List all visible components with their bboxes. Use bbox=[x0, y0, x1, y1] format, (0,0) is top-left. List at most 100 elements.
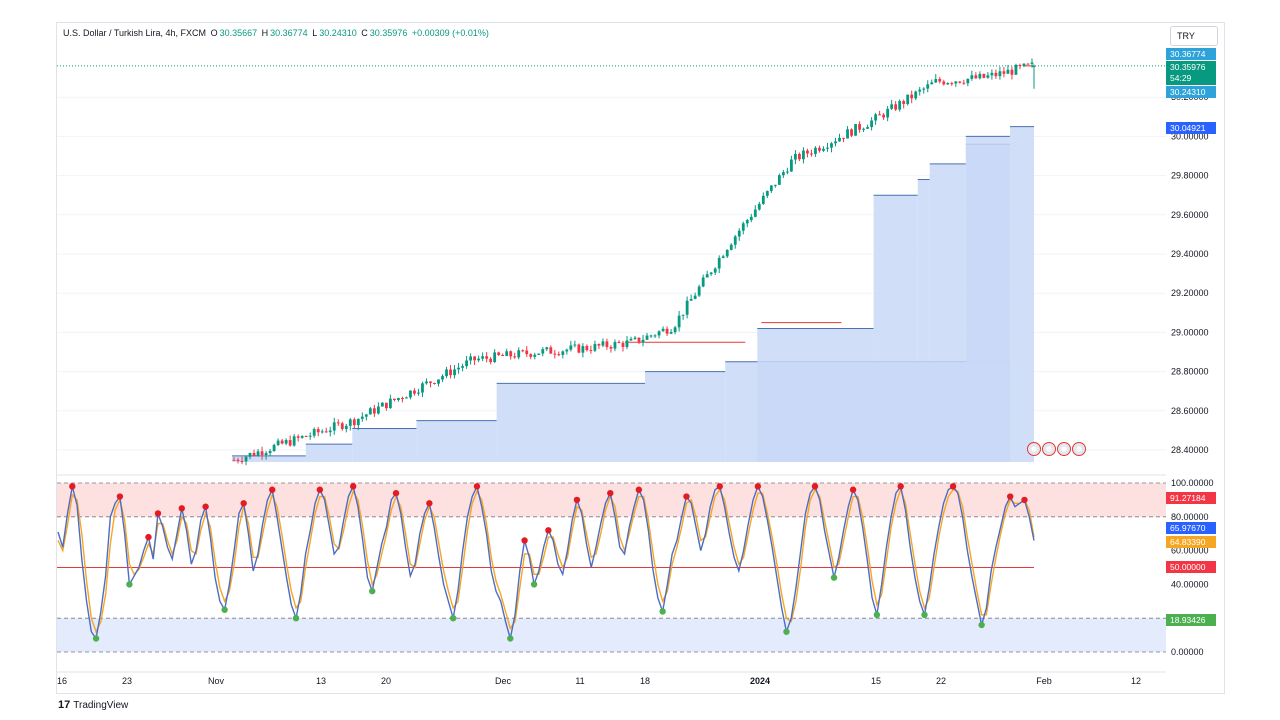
legend-header: U.S. Dollar / Turkish Lira, 4h, FXCM O 30… bbox=[63, 28, 491, 38]
us-flag-icon[interactable] bbox=[1042, 442, 1056, 456]
candle-body bbox=[581, 346, 585, 353]
candle-body bbox=[413, 390, 416, 394]
candle-body bbox=[368, 408, 372, 415]
candle-body bbox=[721, 256, 725, 258]
candle-body bbox=[541, 349, 545, 354]
candle-body bbox=[745, 220, 749, 224]
candle-body bbox=[617, 342, 621, 344]
candle-body bbox=[501, 355, 505, 357]
peak-marker bbox=[849, 486, 857, 493]
support-fill bbox=[416, 420, 497, 462]
brand-label: TradingView bbox=[73, 699, 129, 711]
peak-marker bbox=[349, 483, 357, 490]
candle-body bbox=[517, 350, 521, 358]
us-flag-icon[interactable] bbox=[1057, 442, 1071, 456]
candle-body bbox=[741, 223, 745, 231]
candle-body bbox=[521, 350, 525, 352]
candle-body bbox=[384, 402, 388, 409]
candle-body bbox=[589, 350, 593, 352]
candle-body bbox=[328, 430, 332, 433]
candle-body bbox=[978, 73, 982, 79]
peak-marker bbox=[240, 500, 247, 507]
candle-body bbox=[846, 129, 849, 139]
candle-body bbox=[637, 337, 641, 343]
support-fill bbox=[305, 444, 353, 462]
peak-marker bbox=[269, 486, 276, 493]
time-tick-label: 16 bbox=[57, 676, 67, 686]
currency-button[interactable]: TRY bbox=[1170, 26, 1218, 46]
price-tick-label: 29.40000 bbox=[1171, 249, 1209, 259]
candle-body bbox=[717, 257, 721, 269]
peak-marker bbox=[473, 483, 481, 490]
candle-body bbox=[810, 153, 813, 155]
osc-low-tag: 18.93426 bbox=[1166, 614, 1216, 626]
candle-body bbox=[288, 440, 292, 446]
candle-body bbox=[244, 456, 248, 462]
candle-body bbox=[292, 436, 296, 446]
candle-body bbox=[886, 108, 890, 118]
osc-k-line bbox=[57, 484, 1035, 641]
candle-body bbox=[401, 398, 404, 400]
candle-body bbox=[573, 344, 577, 346]
candle-body bbox=[320, 431, 324, 433]
trough-marker bbox=[978, 621, 985, 629]
candle-body bbox=[858, 124, 861, 130]
candle-body bbox=[364, 414, 368, 417]
candle-body bbox=[421, 383, 424, 393]
price-tick-label: 30.00000 bbox=[1171, 131, 1209, 141]
high-value: 30.36774 bbox=[270, 28, 308, 38]
candle-body bbox=[773, 184, 777, 186]
candle-body bbox=[777, 175, 781, 185]
candle-body bbox=[272, 444, 276, 452]
candle-body bbox=[950, 83, 954, 85]
candle-body bbox=[597, 344, 601, 346]
tradingview-logo[interactable]: 17 TradingView bbox=[58, 699, 128, 711]
support-fill bbox=[873, 195, 918, 462]
candle-body bbox=[934, 78, 938, 83]
close-label: C bbox=[361, 28, 368, 38]
candle-body bbox=[685, 300, 689, 315]
low-value: 30.24310 bbox=[319, 28, 357, 38]
peak-marker bbox=[607, 489, 614, 497]
trough-marker bbox=[530, 581, 538, 588]
event-flags[interactable] bbox=[1027, 442, 1086, 456]
us-flag-icon[interactable] bbox=[1072, 442, 1086, 456]
candle-body bbox=[729, 244, 733, 250]
change-value: +0.00309 (+0.01%) bbox=[411, 28, 489, 38]
peak-marker bbox=[683, 493, 690, 500]
candle-body bbox=[1006, 69, 1010, 74]
last-candle-body bbox=[1032, 65, 1036, 67]
candle-body bbox=[874, 114, 878, 121]
candle-body bbox=[1014, 65, 1018, 75]
us-flag-icon[interactable] bbox=[1027, 442, 1041, 456]
trough-marker bbox=[507, 635, 514, 642]
support-fill bbox=[917, 179, 930, 462]
peak-marker bbox=[426, 500, 433, 507]
candle-body bbox=[405, 397, 408, 399]
price-tick-label: 28.80000 bbox=[1171, 367, 1209, 377]
price-tick-label: 29.00000 bbox=[1171, 327, 1209, 337]
candle-body bbox=[657, 331, 661, 336]
last-price-value: 30.35976 bbox=[1170, 62, 1206, 72]
candle-body bbox=[380, 402, 384, 407]
candle-body bbox=[625, 340, 629, 347]
candle-body bbox=[465, 360, 468, 367]
peak-marker bbox=[1006, 493, 1014, 500]
oversold-band bbox=[57, 618, 1166, 652]
candle-body bbox=[605, 341, 609, 348]
candle-body bbox=[260, 451, 264, 456]
candle-body bbox=[453, 369, 456, 376]
candle-body bbox=[733, 236, 737, 245]
price-tick-label: 29.20000 bbox=[1171, 288, 1209, 298]
candle-body bbox=[332, 422, 336, 431]
candle-body bbox=[653, 335, 657, 337]
candle-body bbox=[356, 418, 360, 426]
candle-body bbox=[677, 315, 681, 328]
support-fill bbox=[232, 455, 306, 462]
candle-body bbox=[280, 440, 284, 444]
osc-upper-tag: 91.27184 bbox=[1166, 492, 1216, 504]
support-fill bbox=[624, 383, 646, 462]
candle-body bbox=[553, 353, 557, 355]
candle-body bbox=[308, 435, 312, 437]
